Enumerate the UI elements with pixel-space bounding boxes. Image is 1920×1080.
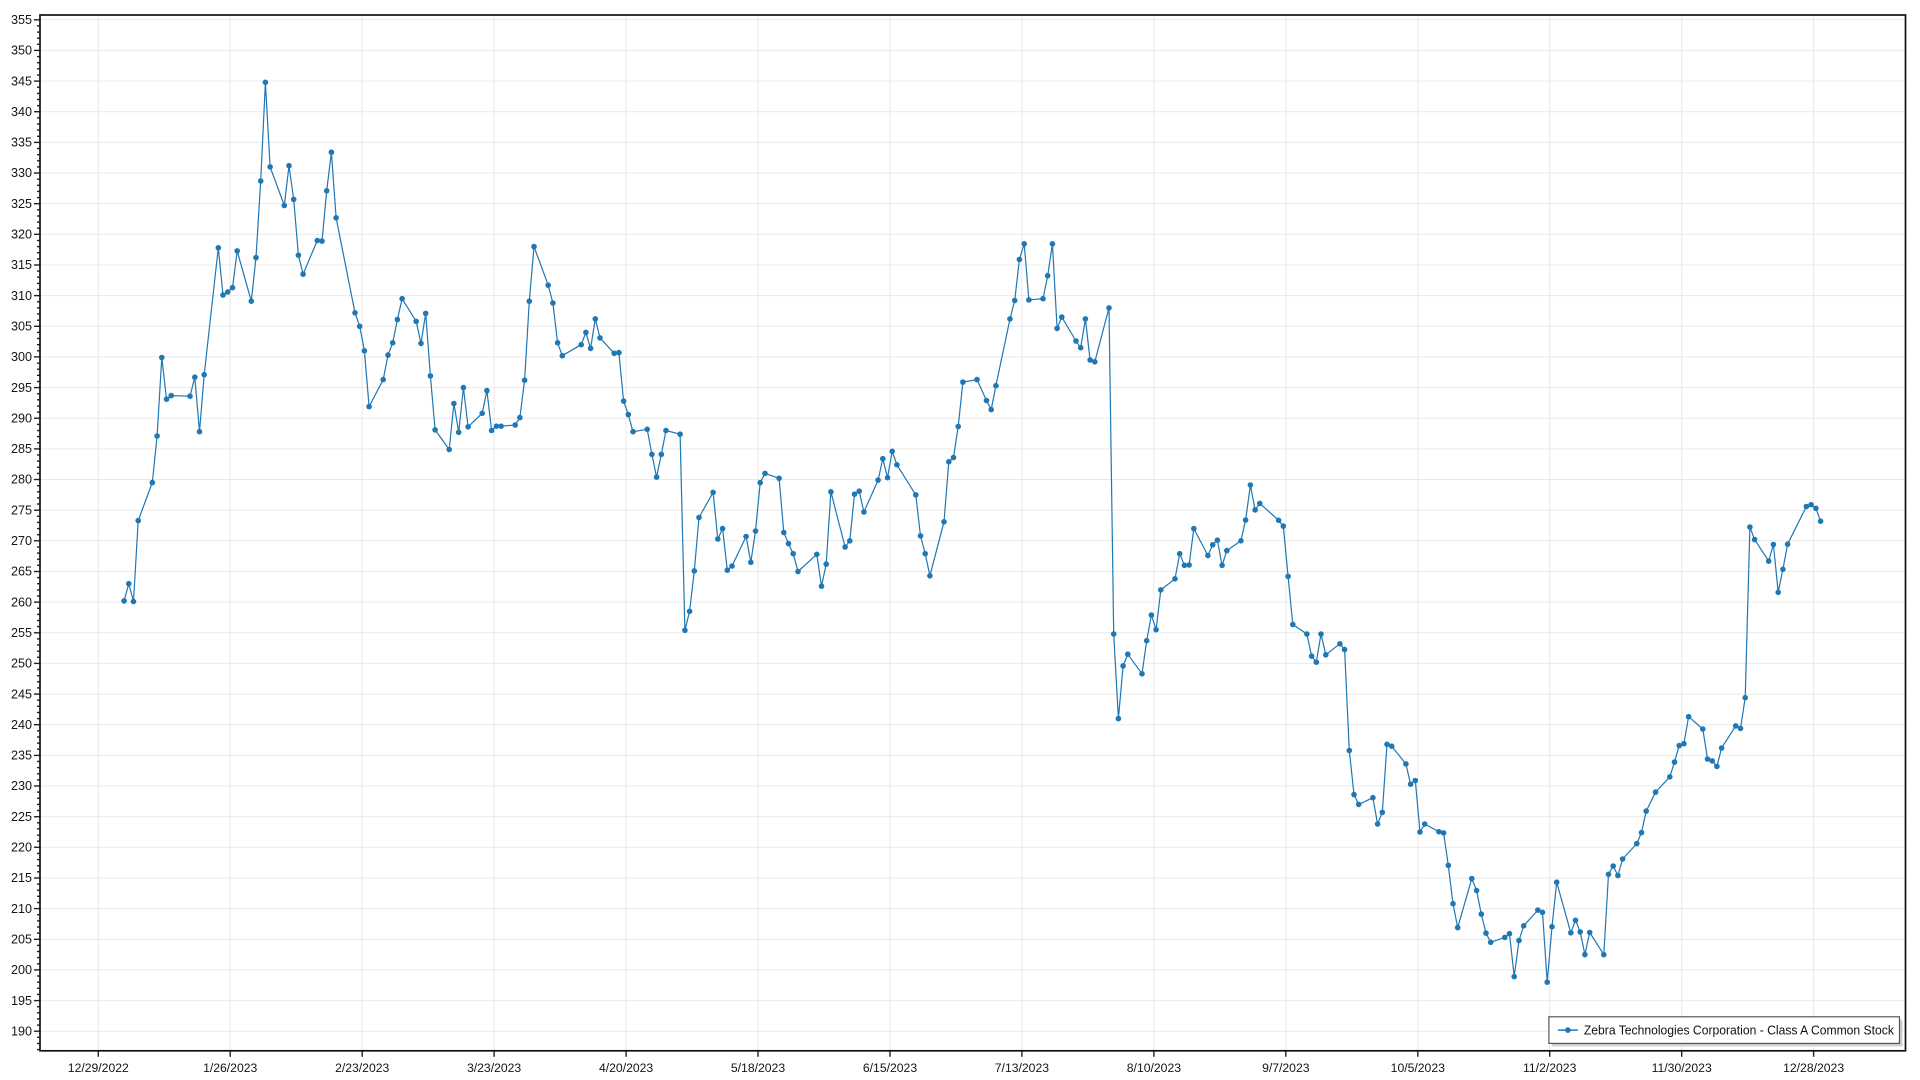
svg-text:230: 230: [11, 779, 32, 793]
svg-text:265: 265: [11, 565, 32, 579]
svg-text:5/18/2023: 5/18/2023: [731, 1061, 785, 1075]
svg-text:320: 320: [11, 228, 32, 242]
svg-text:235: 235: [11, 749, 32, 763]
svg-text:340: 340: [11, 105, 32, 119]
svg-text:3/23/2023: 3/23/2023: [467, 1061, 521, 1075]
svg-text:240: 240: [11, 718, 32, 732]
svg-text:310: 310: [11, 289, 32, 303]
svg-text:345: 345: [11, 74, 32, 88]
svg-text:6/15/2023: 6/15/2023: [863, 1061, 917, 1075]
svg-text:245: 245: [11, 687, 32, 701]
svg-text:285: 285: [11, 442, 32, 456]
svg-text:1/26/2023: 1/26/2023: [203, 1061, 257, 1075]
svg-text:350: 350: [11, 44, 32, 58]
svg-text:12/28/2023: 12/28/2023: [1783, 1061, 1844, 1075]
svg-text:255: 255: [11, 626, 32, 640]
svg-text:305: 305: [11, 320, 32, 334]
svg-text:12/29/2022: 12/29/2022: [68, 1061, 129, 1075]
svg-text:2/23/2023: 2/23/2023: [335, 1061, 389, 1075]
svg-text:9/7/2023: 9/7/2023: [1262, 1061, 1310, 1075]
svg-text:10/5/2023: 10/5/2023: [1391, 1061, 1445, 1075]
svg-text:Zebra Technologies Corporation: Zebra Technologies Corporation - Class A…: [1584, 1023, 1895, 1037]
svg-text:355: 355: [11, 13, 32, 27]
svg-text:250: 250: [11, 657, 32, 671]
svg-text:275: 275: [11, 503, 32, 517]
svg-text:225: 225: [11, 810, 32, 824]
svg-text:205: 205: [11, 933, 32, 947]
svg-text:11/30/2023: 11/30/2023: [1652, 1061, 1712, 1075]
svg-text:8/10/2023: 8/10/2023: [1127, 1061, 1181, 1075]
svg-text:190: 190: [11, 1024, 32, 1038]
svg-text:270: 270: [11, 534, 32, 548]
svg-text:195: 195: [11, 994, 32, 1008]
svg-text:330: 330: [11, 166, 32, 180]
svg-text:325: 325: [11, 197, 32, 211]
svg-text:260: 260: [11, 595, 32, 609]
svg-text:200: 200: [11, 963, 32, 977]
svg-text:300: 300: [11, 350, 32, 364]
svg-text:4/20/2023: 4/20/2023: [599, 1061, 653, 1075]
svg-text:295: 295: [11, 381, 32, 395]
svg-text:210: 210: [11, 902, 32, 916]
svg-text:11/2/2023: 11/2/2023: [1523, 1061, 1577, 1075]
svg-text:315: 315: [11, 258, 32, 272]
svg-text:280: 280: [11, 473, 32, 487]
svg-text:335: 335: [11, 136, 32, 150]
svg-text:7/13/2023: 7/13/2023: [995, 1061, 1049, 1075]
svg-text:220: 220: [11, 841, 32, 855]
svg-text:215: 215: [11, 871, 32, 885]
svg-text:290: 290: [11, 411, 32, 425]
